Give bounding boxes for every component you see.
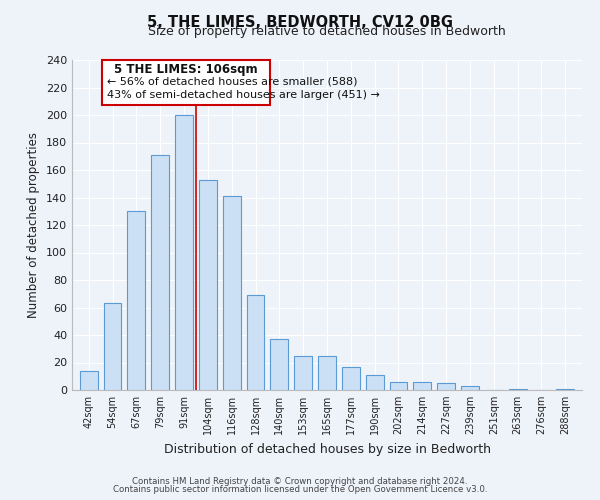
- Bar: [199, 180, 217, 390]
- Bar: [413, 382, 431, 390]
- Bar: [366, 375, 383, 390]
- Bar: [342, 366, 360, 390]
- Text: 5, THE LIMES, BEDWORTH, CV12 0BG: 5, THE LIMES, BEDWORTH, CV12 0BG: [147, 15, 453, 30]
- Text: Contains public sector information licensed under the Open Government Licence v3: Contains public sector information licen…: [113, 485, 487, 494]
- X-axis label: Distribution of detached houses by size in Bedworth: Distribution of detached houses by size …: [163, 442, 491, 456]
- Text: ← 56% of detached houses are smaller (588): ← 56% of detached houses are smaller (58…: [107, 76, 357, 86]
- Text: 5 THE LIMES: 106sqm: 5 THE LIMES: 106sqm: [114, 62, 257, 76]
- Bar: [223, 196, 241, 390]
- Text: 43% of semi-detached houses are larger (451) →: 43% of semi-detached houses are larger (…: [107, 90, 379, 100]
- Bar: [80, 371, 98, 390]
- Bar: [389, 382, 407, 390]
- Text: Contains HM Land Registry data © Crown copyright and database right 2024.: Contains HM Land Registry data © Crown c…: [132, 477, 468, 486]
- Bar: [318, 356, 336, 390]
- Bar: [294, 356, 312, 390]
- Bar: [437, 383, 455, 390]
- Bar: [104, 304, 121, 390]
- Bar: [509, 388, 527, 390]
- Bar: [102, 60, 270, 106]
- Bar: [271, 339, 288, 390]
- Bar: [127, 211, 145, 390]
- Bar: [556, 388, 574, 390]
- Title: Size of property relative to detached houses in Bedworth: Size of property relative to detached ho…: [148, 25, 506, 38]
- Bar: [151, 155, 169, 390]
- Bar: [247, 295, 265, 390]
- Bar: [175, 115, 193, 390]
- Y-axis label: Number of detached properties: Number of detached properties: [28, 132, 40, 318]
- Bar: [461, 386, 479, 390]
